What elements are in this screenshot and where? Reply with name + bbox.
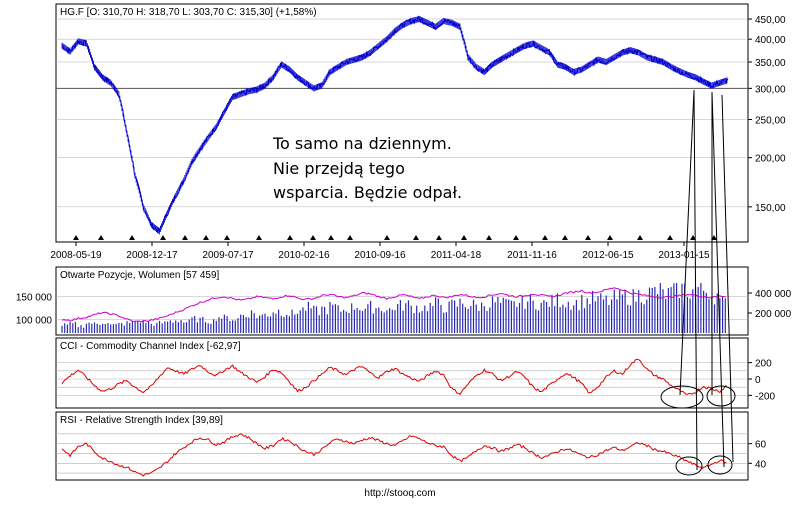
price-x-tick-label: 2011-04-18 bbox=[431, 250, 482, 261]
annotation-line-3: wsparcia. Będzie odpał. bbox=[273, 183, 462, 202]
price-event-marker bbox=[436, 235, 442, 240]
open-interest-path bbox=[61, 287, 727, 323]
price-event-marker bbox=[384, 235, 390, 240]
price-event-marker bbox=[328, 235, 334, 240]
annotation-connector-line-4 bbox=[711, 91, 725, 468]
rsi-series bbox=[61, 433, 727, 477]
price-gridlines bbox=[56, 18, 748, 208]
price-event-marker bbox=[513, 235, 519, 240]
price-event-marker bbox=[607, 235, 613, 240]
price-event-marker bbox=[347, 235, 353, 240]
price-event-marker bbox=[224, 235, 230, 240]
annotation-circle-rsi-2 bbox=[707, 455, 733, 475]
rsi-panel-title: RSI - Relative Strength Index [39,89] bbox=[60, 415, 223, 426]
price-y-tick-label: 300,00 bbox=[755, 84, 786, 95]
price-event-marker bbox=[256, 235, 262, 240]
volume-right-tick-label: 200 000 bbox=[755, 309, 792, 320]
rsi-gridlines bbox=[56, 433, 748, 474]
annotation-circle-rsi-1 bbox=[675, 456, 703, 476]
volume-y-ticks: 150 000 100 000 400 000 200 000 bbox=[16, 289, 792, 326]
annotation-circle-cci-2 bbox=[706, 385, 736, 407]
annotation-connector-line-5 bbox=[721, 94, 734, 463]
price-y-tick-label: 450,00 bbox=[755, 15, 786, 26]
price-y-tick-label: 350,00 bbox=[755, 58, 786, 69]
price-event-marker bbox=[486, 235, 492, 240]
price-event-marker bbox=[690, 235, 696, 240]
price-panel-title: HG.F [O: 310,70 H: 318,70 L: 303,70 C: 3… bbox=[60, 7, 317, 18]
cci-panel-title: CCI - Commodity Channel Index [-62,97] bbox=[60, 341, 241, 352]
price-event-marker bbox=[73, 235, 79, 240]
price-series bbox=[61, 15, 729, 235]
price-y-tick-label: 250,00 bbox=[755, 116, 786, 127]
rsi-panel-frame bbox=[55, 411, 749, 481]
price-event-marker bbox=[203, 235, 209, 240]
price-event-marker bbox=[637, 235, 643, 240]
price-x-tick-label: 2009-07-17 bbox=[202, 250, 254, 261]
price-x-ticks: 2008-05-19 2008-12-17 2009-07-17 2010-02-16… bbox=[50, 242, 710, 261]
price-line bbox=[61, 15, 729, 234]
price-x-tick-label: 2010-02-16 bbox=[278, 250, 330, 261]
annotation-connector-line-1 bbox=[679, 89, 695, 396]
annotation-circle-cci-1 bbox=[660, 385, 704, 409]
price-x-tick-label: 2011-11-16 bbox=[507, 250, 557, 261]
cci-series bbox=[61, 358, 727, 396]
rsi-y-ticks: 60 40 bbox=[748, 440, 767, 470]
price-panel-frame bbox=[55, 3, 749, 243]
price-event-marker bbox=[98, 235, 104, 240]
price-event-marker bbox=[667, 235, 673, 240]
volume-left-tick-label: 100 000 bbox=[16, 315, 53, 326]
price-event-marker bbox=[310, 235, 316, 240]
price-event-marker bbox=[129, 235, 135, 240]
price-x-tick-label: 2008-05-19 bbox=[50, 250, 102, 261]
price-y-tick-label: 200,00 bbox=[755, 154, 786, 165]
annotation-note: To samo na dziennym. Nie przejdą tego ws… bbox=[272, 134, 462, 202]
price-x-tick-label: 2012-06-15 bbox=[582, 250, 634, 261]
rsi-tick-label: 40 bbox=[755, 459, 767, 470]
price-event-marker bbox=[562, 235, 568, 240]
volume-left-tick-label: 150 000 bbox=[16, 293, 53, 304]
volume-right-tick-label: 400 000 bbox=[755, 289, 792, 300]
annotation-line-1: To samo na dziennym. bbox=[272, 134, 452, 153]
open-interest-line bbox=[61, 287, 727, 323]
price-y-ticks: 450,00 400,00 350,00 300,00 250,00 200,00 150,… bbox=[748, 15, 786, 214]
price-event-marker bbox=[585, 235, 591, 240]
price-event-marker bbox=[413, 235, 419, 240]
rsi-tick-label: 60 bbox=[755, 440, 767, 451]
rsi-line bbox=[61, 433, 727, 477]
price-event-marker bbox=[287, 235, 293, 240]
footer-source: http://stooq.com bbox=[364, 488, 435, 499]
cci-y-ticks: 200 0 -200 bbox=[748, 359, 775, 402]
price-x-tick-label: 2013-01-15 bbox=[658, 250, 710, 261]
price-event-marker bbox=[160, 235, 166, 240]
volume-panel-title: Otwarte Pozycje, Wolumen [57 459] bbox=[60, 270, 220, 281]
cci-line bbox=[61, 358, 727, 396]
cci-tick-label: 200 bbox=[755, 359, 772, 370]
annotation-connector-line-2 bbox=[693, 89, 698, 471]
price-event-marker bbox=[542, 235, 548, 240]
price-x-tick-label: 2010-09-16 bbox=[354, 250, 406, 261]
price-y-tick-label: 400,00 bbox=[755, 35, 786, 46]
cci-tick-label: -200 bbox=[755, 391, 775, 402]
price-x-tick-label: 2008-12-17 bbox=[126, 250, 178, 261]
price-event-markers bbox=[73, 235, 717, 240]
annotation-drawings bbox=[660, 89, 736, 476]
price-event-marker bbox=[461, 235, 467, 240]
price-event-marker bbox=[182, 235, 188, 240]
annotation-line-2: Nie przejdą tego bbox=[273, 159, 405, 178]
price-y-tick-label: 150,00 bbox=[755, 203, 786, 214]
cci-tick-label: 0 bbox=[755, 375, 761, 386]
